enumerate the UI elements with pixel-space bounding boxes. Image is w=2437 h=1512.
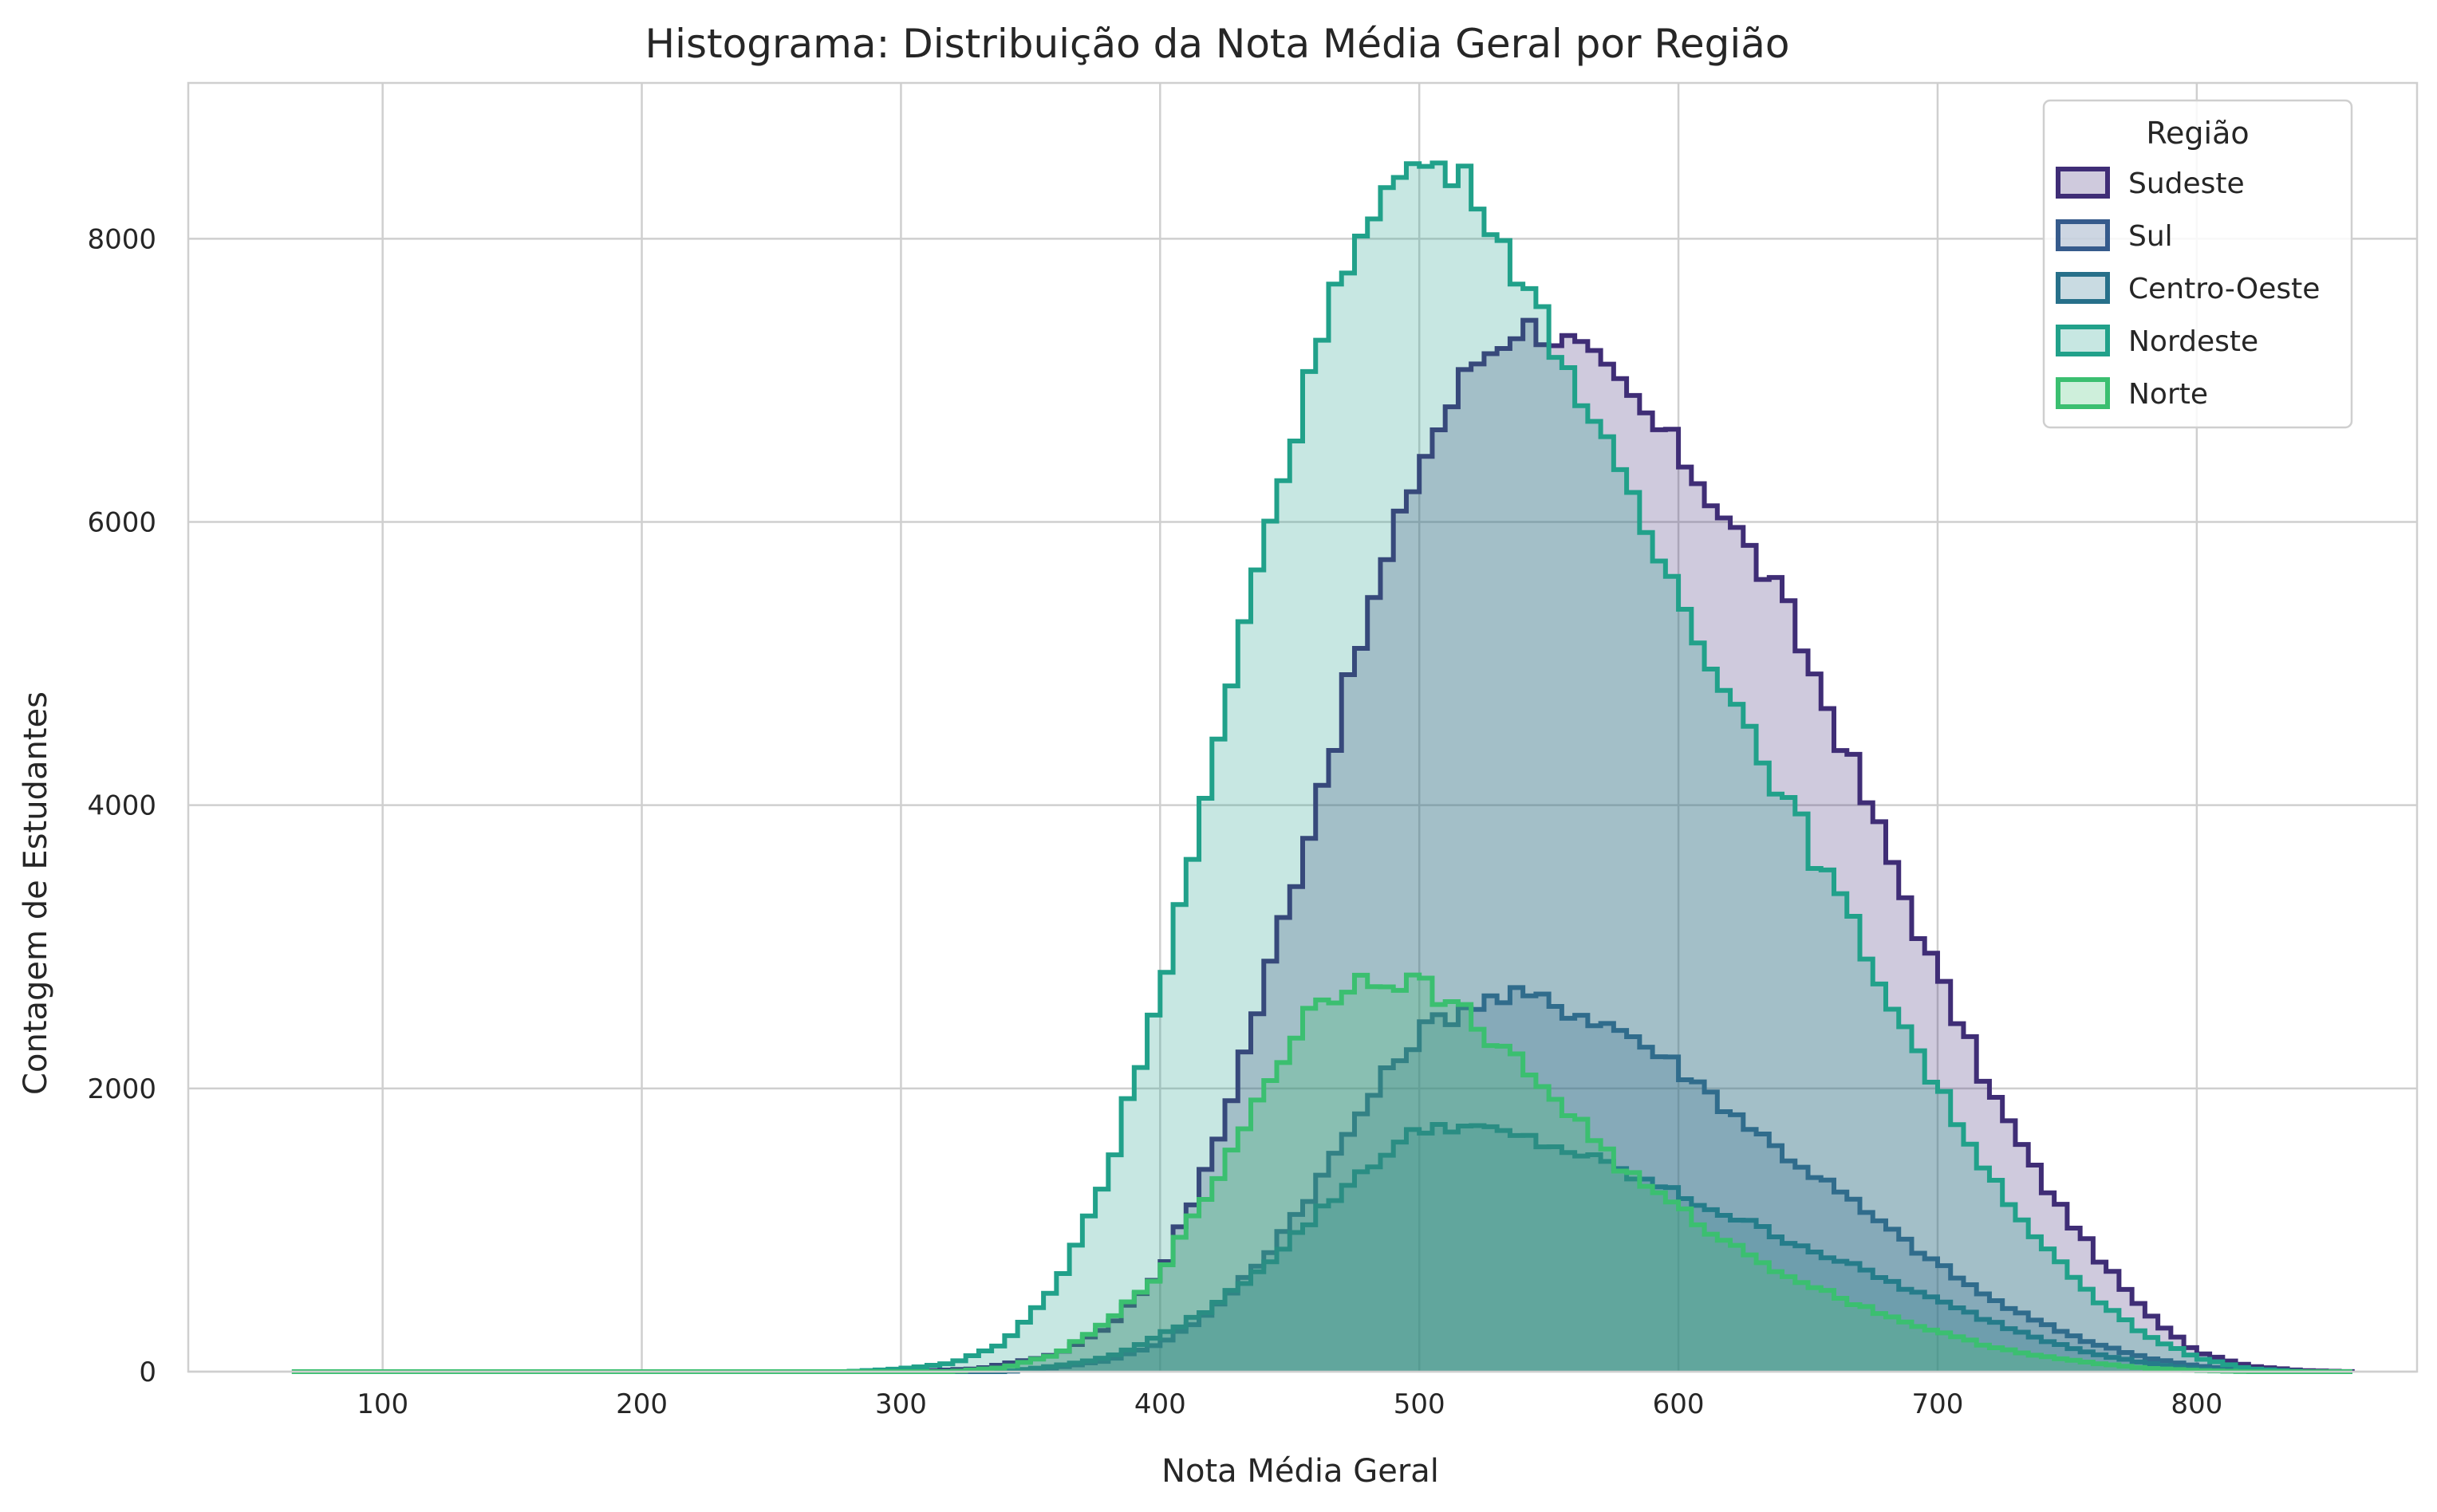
x-tick-label: 500 [1394, 1388, 1445, 1420]
legend-item: Nordeste [2056, 325, 2258, 358]
y-tick-labels: 0 2000 4000 6000 8000 [87, 223, 156, 1388]
y-tick-label: 0 [139, 1356, 156, 1388]
legend-item: Centro-Oeste [2056, 272, 2320, 305]
series-fill [291, 320, 2352, 1372]
legend: Região Sudeste Sul Centro-Oeste Nordeste Nor… [2042, 99, 2353, 429]
legend-items: Sudeste Sul Centro-Oeste Nordeste Norte [2056, 167, 2320, 411]
plot-frame [187, 81, 2419, 1373]
histogram-series [291, 160, 2355, 1374]
x-tick-label: 400 [1134, 1388, 1186, 1420]
x-tick-label: 200 [616, 1388, 668, 1420]
legend-swatch [2056, 325, 2110, 356]
legend-label: Norte [2128, 378, 2208, 411]
y-tick-label: 4000 [87, 790, 156, 822]
series-fill [291, 163, 2352, 1372]
x-tick-label: 700 [1912, 1388, 1964, 1420]
legend-swatch [2056, 219, 2110, 251]
legend-swatch [2056, 167, 2110, 199]
legend-label: Sul [2128, 220, 2173, 253]
legend-title: Região [2146, 116, 2249, 151]
legend-label: Centro-Oeste [2128, 273, 2320, 305]
chart-title: Histograma: Distribuição da Nota Média G… [645, 21, 1789, 67]
y-axis-label: Contagem de Estudantes [18, 691, 54, 1095]
series-fill [291, 975, 2352, 1372]
y-tick-label: 6000 [87, 507, 156, 539]
legend-item: Norte [2056, 377, 2208, 411]
legend-swatch [2056, 377, 2110, 409]
legend-label: Sudeste [2128, 167, 2245, 200]
legend-item: Sul [2056, 219, 2173, 253]
legend-swatch [2056, 272, 2110, 304]
legend-box [2042, 99, 2353, 429]
x-tick-label: 600 [1653, 1388, 1705, 1420]
x-tick-labels: 100 200 300 400 500 600 700 800 [357, 1388, 2222, 1420]
y-tick-label: 2000 [87, 1073, 156, 1105]
x-tick-label: 100 [357, 1388, 408, 1420]
series-fill [291, 987, 2352, 1372]
x-tick-label: 300 [875, 1388, 927, 1420]
x-axis-label: Nota Média Geral [1161, 1453, 1439, 1490]
x-tick-label: 800 [2171, 1388, 2222, 1420]
legend-item: Sudeste [2056, 167, 2245, 200]
legend-label: Nordeste [2128, 325, 2258, 358]
series-fill [291, 1124, 2352, 1372]
y-tick-label: 8000 [87, 223, 156, 255]
